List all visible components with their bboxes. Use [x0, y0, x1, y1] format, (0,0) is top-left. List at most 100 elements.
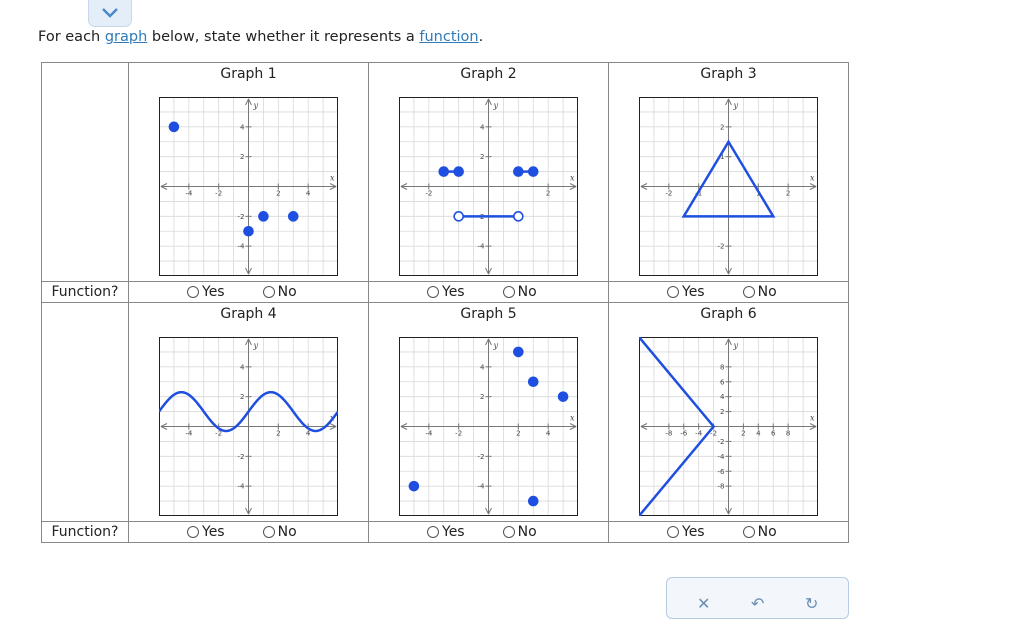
answer-options-3: Yes No — [609, 282, 848, 302]
x-tick-label: -2 — [665, 190, 672, 198]
radio-icon[interactable] — [262, 526, 275, 538]
no-label: No — [517, 284, 537, 300]
x-tick-label: 2 — [516, 430, 520, 438]
open-point — [453, 211, 464, 222]
radio-icon[interactable] — [427, 526, 439, 538]
plot-border — [639, 337, 818, 516]
x-tick-label: -2 — [710, 430, 717, 438]
clear-x-icon[interactable]: ✕ — [697, 594, 711, 613]
prompt-text-2: below, state whether it represents a — [147, 29, 420, 45]
y-tick-label: 6 — [720, 378, 725, 386]
y-tick-label: -2 — [478, 453, 485, 461]
radio-icon[interactable] — [502, 286, 515, 298]
yes-label: Yes — [442, 524, 465, 540]
x-axis-arrows — [400, 423, 577, 430]
no-label: No — [277, 524, 297, 540]
x-tick-label: -4 — [425, 430, 433, 438]
filled-point — [408, 480, 420, 492]
no-option-5[interactable]: No — [502, 524, 537, 540]
graph-plot-1: -4 -2 2 4 -4 -2 2 4 x y — [159, 97, 338, 276]
y-tick-label: 2 — [480, 393, 484, 401]
x-axis-arrows — [160, 423, 337, 430]
no-label: No — [757, 524, 777, 540]
radio-icon[interactable] — [262, 286, 275, 298]
no-option-2[interactable]: No — [502, 284, 537, 300]
x-axis-label: x — [810, 414, 815, 423]
yes-option-6[interactable]: Yes — [667, 524, 705, 540]
no-option-6[interactable]: No — [742, 524, 777, 540]
x-tick-label: -8 — [665, 430, 672, 438]
radio-icon[interactable] — [187, 286, 199, 298]
graph-title-6: Graph 6 — [700, 306, 757, 322]
radio-icon[interactable] — [502, 526, 515, 538]
empty-label-cell — [41, 62, 129, 282]
undo-icon[interactable]: ↶ — [751, 594, 765, 613]
question-prompt: For each graph below, state whether it r… — [38, 29, 483, 45]
collapse-toggle[interactable] — [88, 0, 132, 27]
no-label: No — [277, 284, 297, 300]
no-option-3[interactable]: No — [742, 284, 777, 300]
x-tick-label: -2 — [215, 430, 222, 438]
x-tick-label: -2 — [215, 190, 222, 198]
y-axis-label: y — [493, 341, 499, 350]
y-tick-label: 2 — [240, 153, 244, 161]
plot-border — [159, 97, 338, 276]
y-tick-label: 2 — [480, 153, 484, 161]
y-tick-label: 4 — [480, 123, 485, 131]
yes-label: Yes — [682, 524, 705, 540]
chevron-down-icon — [102, 8, 118, 18]
filled-point — [527, 376, 539, 388]
y-axis-arrows — [725, 338, 732, 515]
x-tick-label: 2 — [741, 430, 745, 438]
empty-label-cell — [41, 302, 129, 522]
yes-option-1[interactable]: Yes — [187, 284, 225, 300]
answer-options-4: Yes No — [129, 522, 368, 542]
x-axis-arrows — [400, 183, 577, 190]
yes-option-5[interactable]: Yes — [427, 524, 465, 540]
function-row-label-1: Function? — [51, 284, 119, 300]
no-option-1[interactable]: No — [262, 284, 297, 300]
radio-icon[interactable] — [742, 526, 755, 538]
radio-icon[interactable] — [427, 286, 439, 298]
radio-icon[interactable] — [667, 526, 679, 538]
yes-option-2[interactable]: Yes — [427, 284, 465, 300]
answer-options-5: Yes No — [369, 522, 608, 542]
plot-border — [399, 337, 578, 516]
x-tick-label: 2 — [546, 190, 550, 198]
filled-point — [438, 166, 450, 177]
y-axis-arrows — [245, 338, 252, 515]
x-tick-label: 8 — [786, 430, 790, 438]
y-axis-label: y — [253, 101, 259, 110]
y-tick-label: -4 — [238, 483, 246, 491]
answer-options-1: Yes No — [129, 282, 368, 302]
radio-icon[interactable] — [187, 526, 199, 538]
plot-border — [159, 337, 338, 516]
y-axis-arrows — [245, 98, 252, 275]
x-tick-label: 4 — [306, 430, 311, 438]
filled-point — [527, 166, 539, 177]
no-option-4[interactable]: No — [262, 524, 297, 540]
graph-cell-3: Graph 3 -2 -1 1 2 -2 1 2 x y — [608, 62, 849, 282]
x-tick-label: -2 — [425, 190, 432, 198]
x-tick-label: -4 — [695, 430, 703, 438]
x-axis-label: x — [330, 174, 335, 183]
y-tick-label: -4 — [478, 483, 486, 491]
y-axis-label: y — [733, 101, 739, 110]
yes-option-4[interactable]: Yes — [187, 524, 225, 540]
x-tick-label: 4 — [546, 430, 551, 438]
radio-icon[interactable] — [667, 286, 679, 298]
y-tick-label: -4 — [718, 453, 726, 461]
y-axis-label: y — [493, 101, 499, 110]
radio-icon[interactable] — [742, 286, 755, 298]
filled-point — [168, 121, 180, 133]
y-axis-label: y — [733, 341, 739, 350]
prompt-text-1: For each — [38, 29, 105, 45]
y-tick-label: 4 — [720, 393, 725, 401]
x-tick-label: -4 — [185, 430, 193, 438]
function-glossary-link[interactable]: function — [419, 29, 479, 45]
filled-point — [557, 391, 569, 402]
redo-icon[interactable]: ↻ — [805, 594, 819, 613]
graph-glossary-link[interactable]: graph — [104, 29, 148, 45]
yes-option-3[interactable]: Yes — [667, 284, 705, 300]
